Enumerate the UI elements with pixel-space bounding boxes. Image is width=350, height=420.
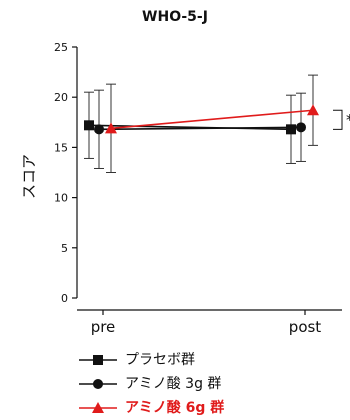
series-line — [88, 124, 292, 131]
legend-marker-circle — [93, 379, 103, 389]
data-point-triangle — [307, 104, 319, 116]
y-tick-label: 10 — [54, 192, 68, 205]
series-line — [110, 109, 314, 130]
y-tick-label: 25 — [54, 41, 68, 54]
legend: プラセボ群アミノ酸 3g 群アミノ酸 6g 群 — [77, 348, 337, 420]
legend-item: プラセボ群 — [77, 348, 337, 372]
legend-marker-triangle — [92, 402, 104, 413]
legend-swatch — [79, 355, 117, 365]
legend-label: アミノ酸 3g 群 — [125, 376, 222, 392]
legend-label: アミノ酸 6g 群 — [125, 400, 225, 416]
significance-star: * — [346, 111, 350, 129]
legend-item: アミノ酸 6g 群 — [77, 396, 337, 420]
legend-label: プラセボ群 — [125, 352, 195, 368]
annotation-layer: * — [333, 109, 350, 130]
series-2 — [94, 89, 306, 169]
y-tick-label: 0 — [61, 292, 68, 305]
legend-swatch — [79, 379, 117, 389]
data-point-circle — [94, 124, 104, 135]
chart-title: WHO-5-J — [142, 9, 208, 25]
data-point-triangle — [105, 122, 117, 134]
y-tick-label: 5 — [61, 242, 68, 255]
data-point-circle — [296, 122, 306, 133]
series-1 — [84, 91, 296, 164]
axes-layer: 0 5 10 15 20 25 pre post — [54, 41, 342, 336]
data-point-square — [84, 120, 94, 131]
y-tick-label: 15 — [54, 141, 68, 154]
y-tick-label: 20 — [54, 91, 68, 104]
series-line — [98, 126, 302, 131]
x-tick-label: pre — [91, 318, 116, 336]
legend-marker-square — [93, 355, 103, 365]
series-3 — [105, 74, 319, 173]
significance-bracket — [333, 109, 343, 130]
legend-swatch — [79, 402, 117, 413]
x-tick-label: post — [289, 318, 322, 336]
y-axis-label: スコア — [20, 153, 39, 200]
series-layer — [84, 74, 319, 173]
legend-item: アミノ酸 3g 群 — [77, 372, 337, 396]
data-point-square — [286, 124, 296, 135]
